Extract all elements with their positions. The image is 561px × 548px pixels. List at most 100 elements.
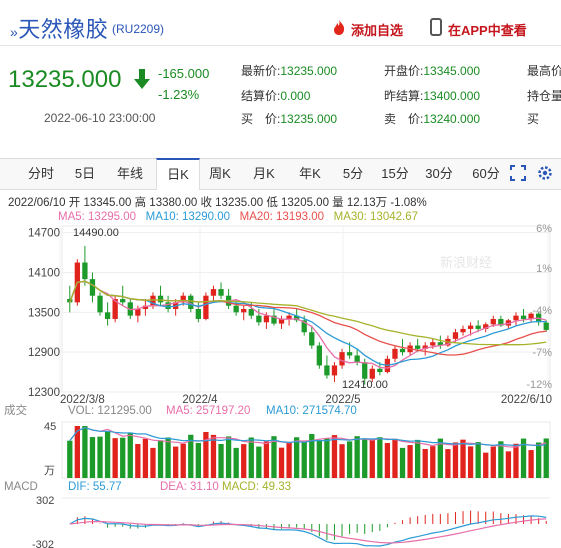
candle-body [437,342,443,346]
tab-15分[interactable]: 15分 [381,166,409,181]
candle-body [271,315,277,324]
volume-bar [256,446,262,478]
candle-body [452,332,459,339]
add-favorite-label: 添加自选 [351,23,404,38]
macd-dif: DIF: 55.77 [68,481,122,493]
volume-bar [112,438,118,478]
volume-bar [286,442,292,478]
volume-bar [498,441,504,478]
fullscreen-icon[interactable] [510,165,526,181]
flame-icon [334,19,345,35]
candle-body [180,295,186,303]
volume-panel-label: 成交 [4,403,27,417]
high-annotation: 14490.00 [73,227,119,239]
tab-5日[interactable]: 5日 [74,166,96,181]
volume-bar [104,431,111,478]
volume-bar [520,438,527,478]
candle-body [324,365,330,376]
candle-body [263,315,270,323]
quote-field-label: 最新价: [241,64,281,78]
volume-bar [263,441,270,478]
candle-body [286,315,292,319]
quote-field-label: 买 [527,112,552,126]
macd-dea: DEA: 31.10 [160,481,219,493]
candle-body [203,295,209,319]
candle-body [392,348,398,359]
tab-周K[interactable]: 周K [209,166,231,181]
volume-bar [195,442,201,478]
down-arrow-icon [134,69,150,89]
volume-bar [180,443,186,478]
view-in-app-button[interactable]: 在APP中查看 [430,18,527,39]
volume-bar [74,426,80,478]
kline-chart[interactable]: 新浪财经 14700 14100 13500 12900 12300 6% 1% -4% -7%… [0,222,561,548]
date-label: 2022/5 [325,394,360,406]
volume-bar [362,438,368,478]
ma10-line [69,280,547,367]
volume-bar [157,440,164,478]
tab-5分[interactable]: 5分 [342,166,364,181]
volume-bar [135,443,141,478]
volume-bar [331,435,338,478]
volume-bar [452,442,459,478]
title-prefix: » [10,24,19,40]
candle-body [528,313,534,319]
volume-bar [490,446,496,478]
volume-bar [513,443,519,478]
quote-field: 买 价:13235.000 [241,110,337,128]
tab-分时[interactable]: 分时 [27,166,54,181]
quote-field-label: 开盘价: [384,64,424,78]
tab-日K[interactable]: 日K [156,158,200,190]
volume-axis-unit: 万 [44,465,55,477]
candle-body [233,305,239,313]
quote-field: 持仓量 [527,87,561,105]
volume-bar [82,426,88,478]
low-annotation: 12410.00 [342,379,388,391]
add-favorite-button[interactable]: 添加自选 [331,19,404,39]
candle-body [218,289,224,296]
macd-panel-label: MACD [4,481,38,493]
volume-bar [165,437,171,478]
instrument-code: (RU2209) [112,22,165,36]
candle-body [346,352,353,356]
tab-年线[interactable]: 年线 [116,166,143,181]
volume-bar [392,438,398,478]
volume-bar [241,444,247,478]
candle-body [278,318,285,324]
candle-body [354,355,360,363]
volume-bar [294,437,300,478]
settings-icon[interactable] [537,165,553,181]
instrument-name: 天然橡胶 [18,17,109,42]
date-label: 2022/6/10 [501,394,552,406]
volume-bar [210,434,217,478]
watermark: 新浪财经 [440,255,492,270]
volume-bar [271,436,277,478]
quote-field: 最高价 [527,62,561,80]
tab-月K[interactable]: 月K [253,166,275,181]
ma-lines [69,280,547,369]
volume-bar [377,437,383,478]
volume-bar [505,451,512,478]
volume-bar [301,441,307,478]
volume-bar [173,446,179,478]
candle-body [430,342,436,346]
volume-bar [316,440,322,478]
quote-field-value: 13345.000 [423,64,481,78]
volume-bar [188,434,194,478]
candle-body [82,262,88,280]
tab-30分[interactable]: 30分 [425,166,453,181]
volume-bar [346,441,353,478]
volume-bar [460,439,466,478]
volume-bar [67,440,73,478]
quote-field-value: 13235.000 [280,64,338,78]
volume-ma5-line [69,426,547,448]
quote-field: 最新价:13235.000 [241,62,337,80]
tab-年K[interactable]: 年K [299,166,321,181]
tab-60分[interactable]: 60分 [472,166,500,181]
candle-body [142,305,149,309]
candle-body [362,362,368,379]
price-axis: 14700 14100 13500 12900 12300 6% 1% -4% -7% -12% 2… [28,223,552,406]
volume-bar [445,449,451,478]
percent-tick: -4% [532,305,552,317]
candle-body [241,309,247,313]
